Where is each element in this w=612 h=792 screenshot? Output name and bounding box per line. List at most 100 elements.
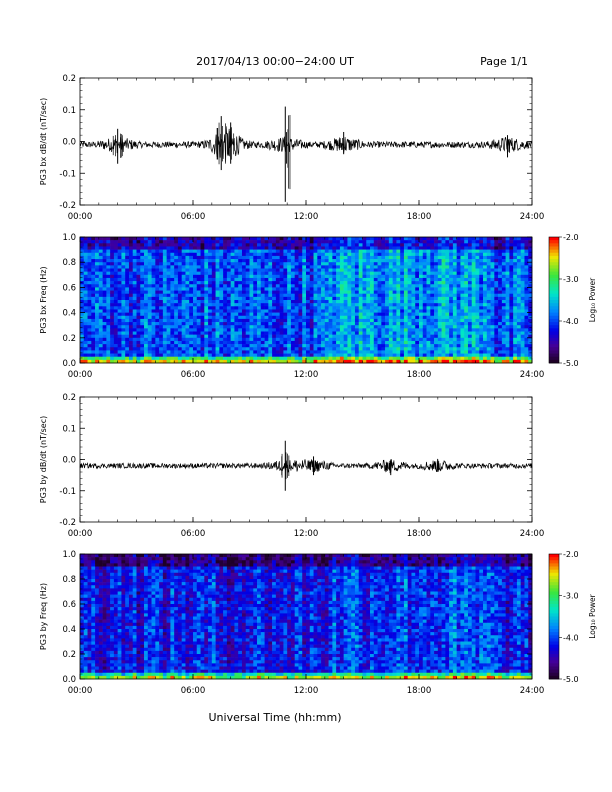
spectrogram-cell	[411, 284, 416, 288]
spectrogram-cell	[200, 331, 205, 335]
spectrogram-cell	[528, 268, 533, 272]
spectrogram-cell	[125, 293, 130, 298]
spectrogram-cell	[513, 359, 518, 364]
spectrogram-cell	[113, 315, 118, 320]
spectrogram-cell	[249, 331, 254, 335]
spectrogram-cell	[452, 306, 457, 310]
spectrogram-cell	[238, 293, 243, 298]
spectrogram-cell	[528, 274, 533, 279]
spectrogram-cell	[87, 331, 92, 335]
spectrogram-cell	[434, 290, 439, 294]
spectrogram-cell	[400, 284, 405, 288]
spectrogram-cell	[196, 274, 201, 279]
spectrogram-cell	[483, 347, 488, 351]
spectrogram-cell	[193, 334, 198, 339]
spectrogram-cell	[516, 284, 521, 288]
spectrogram-cell	[177, 312, 182, 317]
spectrogram-cell	[215, 255, 220, 260]
spectrogram-cell	[204, 259, 209, 263]
spectrogram-cell	[400, 312, 405, 317]
spectrogram-cell	[309, 259, 314, 263]
spectrogram-cell	[366, 309, 371, 313]
spectrogram-cell	[260, 350, 265, 354]
spectrogram-cell	[358, 274, 363, 279]
spectrogram-cell	[128, 300, 134, 304]
spectrogram-cell	[128, 240, 134, 244]
spectrogram-cell	[208, 359, 213, 364]
spectrogram-cell	[128, 274, 134, 279]
spectrogram-cell	[83, 259, 88, 263]
spectrogram-cell	[479, 318, 484, 323]
spectrogram-cell	[275, 240, 280, 244]
spectrogram-cell	[441, 290, 446, 294]
spectrogram-cell	[467, 344, 473, 348]
spectrogram-cell	[370, 296, 375, 301]
spectrogram-cell	[98, 353, 103, 357]
spectrogram-cell	[498, 303, 503, 307]
spectrogram-cell	[524, 281, 529, 285]
spectrogram-cell	[430, 277, 435, 282]
spectrogram-cell	[110, 350, 115, 354]
spectrogram-cell	[460, 277, 465, 282]
spectrogram-cell	[339, 325, 344, 329]
spectrogram-cell	[159, 312, 164, 317]
spectrogram-cell	[321, 271, 326, 276]
x-tick-label: 00:00	[68, 370, 93, 380]
spectrogram-cell	[302, 334, 307, 339]
spectrogram-cell	[403, 281, 408, 285]
spectrogram-cell	[200, 262, 205, 266]
spectrogram-cell	[388, 340, 393, 345]
spectrogram-cell	[347, 344, 352, 348]
spectrogram-cell	[505, 252, 510, 257]
spectrogram-cell	[422, 246, 427, 250]
spectrogram-cell	[377, 255, 382, 260]
spectrogram-cell	[411, 293, 416, 298]
spectrogram-cell	[505, 318, 510, 323]
spectrogram-cell	[373, 318, 378, 323]
spectrogram-cell	[419, 340, 424, 345]
spectrogram-cell	[437, 274, 442, 279]
spectrogram-cell	[449, 318, 454, 323]
spectrogram-cell	[80, 306, 85, 310]
spectrogram-cell	[336, 350, 341, 354]
spectrogram-cell	[328, 303, 333, 307]
spectrogram-cell	[339, 287, 344, 291]
spectrogram-cell	[166, 315, 171, 320]
spectrogram-cell	[264, 334, 269, 339]
spectrogram-cell	[415, 300, 420, 304]
spectrogram-cell	[464, 246, 469, 250]
spectrogram-cell	[483, 322, 488, 326]
spectrogram-cell	[377, 303, 382, 307]
spectrogram-cell	[260, 309, 265, 313]
spectrogram-cell	[475, 325, 480, 329]
spectrogram-cell	[87, 237, 92, 241]
spectrogram-cell	[302, 293, 307, 298]
spectrogram-cell	[290, 325, 295, 329]
spectrogram-cell	[332, 284, 337, 288]
spectrogram-cell	[287, 281, 292, 285]
spectrogram-cell	[136, 309, 141, 313]
spectrogram-cell	[479, 315, 484, 320]
spectrogram-cell	[132, 293, 137, 298]
spectrogram-cell	[486, 306, 491, 310]
spectrogram-cell	[121, 300, 126, 304]
spectrogram-cell	[309, 328, 314, 332]
spectrogram-cell	[257, 290, 262, 294]
spectrogram-cell	[110, 262, 115, 266]
spectrogram-cell	[87, 262, 92, 266]
spectrogram-cell	[264, 359, 269, 364]
spectrogram-cell	[102, 277, 107, 282]
spectrogram-cell	[456, 284, 461, 288]
spectrogram-cell	[441, 265, 446, 269]
spectrogram-cell	[422, 243, 427, 247]
spectrogram-cell	[339, 255, 344, 260]
spectrogram-cell	[494, 255, 499, 260]
spectrogram-cell	[437, 322, 442, 326]
spectrogram-cell	[370, 353, 375, 357]
spectrogram-cell	[234, 356, 239, 361]
spectrogram-cell	[106, 347, 111, 351]
spectrogram-cell	[128, 271, 134, 276]
spectrogram-cell	[132, 246, 137, 250]
spectrogram-cell	[351, 315, 356, 320]
spectrogram-cell	[403, 306, 408, 310]
